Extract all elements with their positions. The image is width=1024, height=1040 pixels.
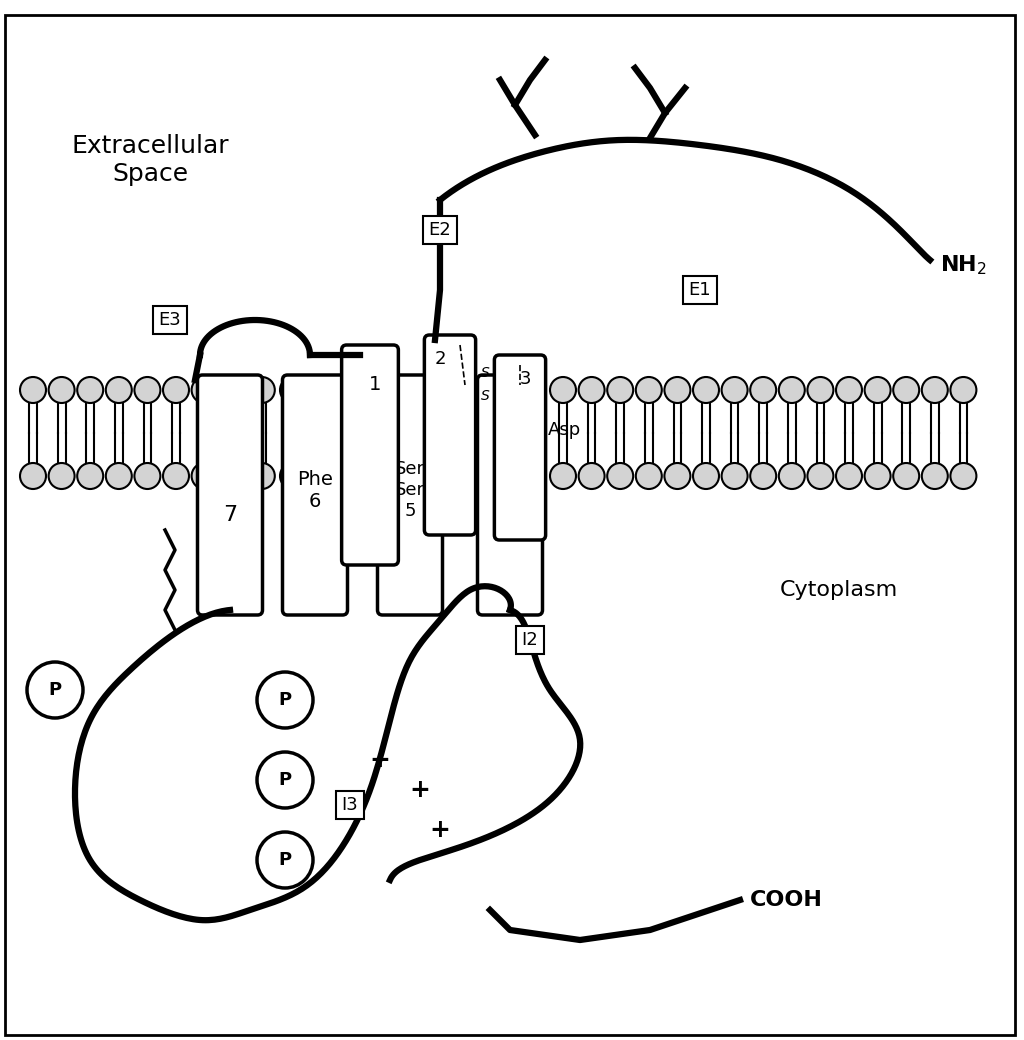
Text: P: P	[279, 851, 292, 869]
Circle shape	[922, 463, 948, 489]
Circle shape	[893, 378, 920, 404]
Text: +: +	[410, 778, 430, 802]
Circle shape	[550, 378, 575, 404]
FancyBboxPatch shape	[495, 355, 546, 540]
Circle shape	[518, 378, 545, 404]
Circle shape	[864, 378, 891, 404]
Circle shape	[807, 378, 834, 404]
Text: P: P	[48, 681, 61, 699]
Circle shape	[950, 463, 977, 489]
Circle shape	[864, 463, 891, 489]
Circle shape	[77, 463, 103, 489]
Text: E1: E1	[689, 281, 712, 300]
Text: +: +	[429, 818, 451, 842]
Text: 7: 7	[223, 505, 238, 525]
FancyBboxPatch shape	[198, 375, 262, 615]
FancyBboxPatch shape	[342, 345, 398, 565]
Circle shape	[191, 463, 218, 489]
Circle shape	[636, 378, 662, 404]
Text: 1: 1	[369, 375, 381, 394]
Circle shape	[722, 463, 748, 489]
Circle shape	[950, 378, 977, 404]
Text: I2: I2	[521, 631, 539, 649]
Circle shape	[636, 463, 662, 489]
Circle shape	[751, 463, 776, 489]
Text: 3: 3	[519, 370, 530, 388]
Circle shape	[20, 378, 46, 404]
Circle shape	[48, 378, 75, 404]
Circle shape	[751, 378, 776, 404]
Text: I3: I3	[342, 796, 358, 814]
Circle shape	[550, 463, 575, 489]
Circle shape	[665, 378, 690, 404]
Circle shape	[490, 463, 516, 489]
Text: S: S	[480, 389, 489, 404]
Circle shape	[257, 832, 313, 888]
FancyBboxPatch shape	[378, 375, 442, 615]
Circle shape	[220, 378, 246, 404]
FancyBboxPatch shape	[424, 335, 475, 535]
Circle shape	[105, 463, 132, 489]
Circle shape	[490, 378, 516, 404]
Text: P: P	[279, 771, 292, 789]
Circle shape	[163, 463, 189, 489]
Circle shape	[249, 463, 274, 489]
Circle shape	[893, 463, 920, 489]
Circle shape	[163, 378, 189, 404]
Circle shape	[191, 378, 218, 404]
Circle shape	[27, 662, 83, 718]
FancyBboxPatch shape	[477, 375, 543, 615]
Circle shape	[220, 463, 246, 489]
Text: Cytoplasm: Cytoplasm	[780, 580, 898, 600]
Circle shape	[48, 463, 75, 489]
Circle shape	[134, 463, 161, 489]
Circle shape	[579, 463, 604, 489]
Circle shape	[807, 463, 834, 489]
Text: E3: E3	[159, 311, 181, 329]
Circle shape	[579, 378, 604, 404]
Circle shape	[922, 378, 948, 404]
Text: Ser
Ser
5: Ser Ser 5	[395, 461, 425, 520]
Circle shape	[779, 463, 805, 489]
Circle shape	[280, 463, 306, 489]
Circle shape	[693, 378, 719, 404]
Circle shape	[518, 463, 545, 489]
Circle shape	[20, 463, 46, 489]
Text: 2: 2	[434, 350, 445, 368]
Circle shape	[607, 378, 633, 404]
Circle shape	[134, 378, 161, 404]
Text: Asp: Asp	[548, 421, 582, 439]
Circle shape	[779, 378, 805, 404]
Circle shape	[722, 378, 748, 404]
Text: P: P	[279, 691, 292, 709]
Text: E2: E2	[429, 222, 452, 239]
Circle shape	[836, 378, 862, 404]
Text: NH$_2$: NH$_2$	[940, 253, 987, 277]
Text: Phe
6: Phe 6	[297, 469, 333, 511]
Circle shape	[665, 463, 690, 489]
Text: S: S	[480, 366, 489, 380]
Circle shape	[836, 463, 862, 489]
Circle shape	[280, 378, 306, 404]
Circle shape	[607, 463, 633, 489]
Circle shape	[257, 752, 313, 808]
Circle shape	[257, 672, 313, 728]
FancyBboxPatch shape	[283, 375, 347, 615]
Text: +: +	[370, 748, 390, 772]
Circle shape	[693, 463, 719, 489]
Text: 4: 4	[503, 475, 517, 495]
Text: Extracellular
Space: Extracellular Space	[72, 134, 228, 186]
Text: COOH: COOH	[750, 890, 823, 910]
Circle shape	[105, 378, 132, 404]
Circle shape	[249, 378, 274, 404]
Circle shape	[77, 378, 103, 404]
